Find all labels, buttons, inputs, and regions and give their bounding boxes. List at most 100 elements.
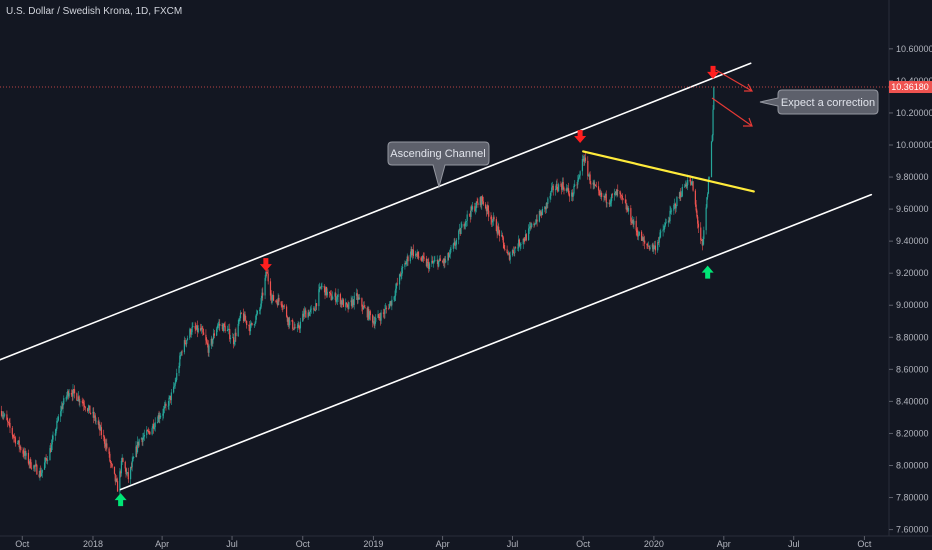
correction-arrowhead-lower <box>743 117 753 127</box>
candle-body <box>438 258 441 262</box>
candle-body <box>66 395 68 398</box>
candle-body <box>578 175 580 178</box>
candle-body <box>212 339 214 344</box>
candle-body <box>100 427 103 436</box>
candle-body <box>14 437 16 444</box>
candle-body <box>169 395 172 401</box>
candle-body <box>49 448 51 461</box>
candle-body <box>57 416 59 421</box>
candle-body <box>416 251 418 255</box>
candle-body <box>260 298 262 307</box>
candle-body <box>520 244 522 246</box>
candle-body <box>598 190 600 194</box>
candle-body <box>689 179 691 181</box>
candle-body <box>293 327 295 330</box>
candle-body <box>304 310 306 312</box>
candle-body <box>458 230 460 240</box>
candle-body <box>305 310 307 318</box>
candle-body <box>2 415 4 417</box>
candle-body <box>342 299 344 305</box>
candle-body <box>378 314 380 318</box>
candle-body <box>254 322 256 325</box>
candle-body <box>503 242 505 249</box>
candle-body <box>167 405 169 407</box>
candle-body <box>206 342 209 346</box>
candle-body <box>30 467 33 469</box>
ascending-channel-callout[interactable]: Ascending Channel <box>387 141 490 189</box>
time-axis[interactable]: Oct 2018 Apr Jul Oct 2019 Apr Jul Oct 2020 Apr Jul O… <box>15 536 872 549</box>
candle-body <box>210 338 212 346</box>
candle-body <box>169 395 171 398</box>
candle-body <box>452 243 454 249</box>
candle-body <box>676 197 678 207</box>
candle-body <box>105 443 107 447</box>
candle-body <box>485 208 487 212</box>
channel-lower-line[interactable] <box>119 193 873 491</box>
candle-body <box>663 228 665 230</box>
candle-body <box>560 184 562 186</box>
candle-body <box>174 382 176 386</box>
price-axis[interactable]: 7.60000 7.80000 8.00000 8.20000 8.40000 8.600… <box>889 44 932 535</box>
candle-body <box>46 459 48 461</box>
candle-body <box>97 420 99 425</box>
candle-body <box>308 312 310 316</box>
candle-body <box>594 184 597 186</box>
candle-body <box>341 300 343 305</box>
candle-body <box>44 457 46 463</box>
candle-body <box>302 313 305 317</box>
last-price-tag: 10.36180 <box>889 81 932 94</box>
candle-body <box>329 292 331 294</box>
candle-body <box>493 217 495 220</box>
candle-body <box>192 325 194 327</box>
candle-body <box>581 159 584 172</box>
candle-body <box>583 158 585 163</box>
candle-body <box>603 195 605 197</box>
candle-body <box>228 329 230 330</box>
candle-body <box>124 461 126 469</box>
trendline-group[interactable] <box>0 62 873 491</box>
candle-body <box>213 333 215 340</box>
candle-body <box>33 465 35 469</box>
candle-body <box>119 471 121 492</box>
candle-body <box>509 255 511 260</box>
candle-body <box>404 262 406 267</box>
candle-body <box>589 174 591 184</box>
channel-upper-line[interactable] <box>0 62 752 361</box>
candle-body <box>497 226 499 234</box>
candle-body <box>574 184 576 186</box>
candle-body <box>423 257 425 259</box>
candle-body <box>312 308 315 310</box>
candle-body <box>281 305 283 307</box>
resistance-line[interactable] <box>582 150 755 193</box>
candle-body <box>321 286 323 287</box>
candle-body <box>126 472 128 475</box>
correction-callout[interactable]: Expect a correction <box>759 89 879 115</box>
candle-body <box>98 424 100 426</box>
last-price-value: 10.36180 <box>891 82 929 92</box>
candle-body <box>197 328 199 333</box>
candle-body <box>259 309 261 311</box>
candle-body <box>52 435 54 440</box>
candle-body <box>402 266 404 268</box>
candle-body <box>491 220 494 223</box>
candle-body <box>355 293 358 296</box>
candle-body <box>427 262 429 263</box>
candle-body <box>3 415 5 417</box>
candle-body <box>79 401 81 403</box>
candle-body <box>114 473 116 482</box>
candle-body <box>196 325 199 333</box>
candle-body <box>590 183 592 185</box>
candle-body <box>496 230 498 234</box>
price-tick-label: 7.80000 <box>896 493 929 503</box>
candle-body <box>283 305 285 307</box>
candle-body <box>81 401 83 403</box>
candle-body <box>309 312 311 316</box>
candle-body <box>234 332 236 342</box>
candle-body <box>601 192 603 197</box>
candle-body <box>149 431 151 435</box>
candle-body <box>19 446 21 448</box>
candle-body <box>173 386 175 393</box>
candle-body <box>271 298 273 300</box>
